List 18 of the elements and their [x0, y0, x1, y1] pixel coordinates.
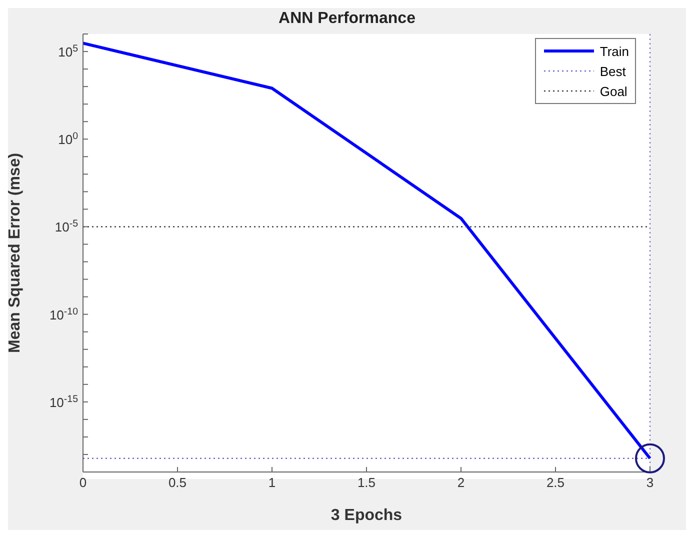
- legend-label: Train: [600, 44, 629, 58]
- y-tick-label: 10$^{-10}$: [49, 306, 79, 322]
- y-tick-label: 10$^{5}$: [58, 43, 79, 60]
- y-tick-label: 10$^{-5}$: [54, 218, 79, 235]
- x-tick-label: 3: [646, 475, 654, 490]
- legend-label: Best: [600, 64, 626, 78]
- legend-label: Goal: [600, 84, 628, 98]
- x-tick-label: 0: [79, 475, 87, 490]
- x-tick-label: 1.5: [357, 475, 376, 490]
- x-tick-label: 1: [268, 475, 276, 490]
- chart-title: ANN Performance: [278, 10, 416, 28]
- x-tick-label: 2.5: [546, 475, 565, 490]
- y-tick-label: 10$^{0}$: [58, 130, 79, 148]
- x-tick-label: 2: [457, 475, 465, 490]
- y-tick-label: 10$^{-15}$: [49, 393, 79, 410]
- x-axis-title: 3 Epochs: [330, 507, 402, 524]
- x-tick-label: 0.5: [168, 475, 187, 490]
- y-axis-title: Mean Squared Error (mse): [6, 152, 24, 353]
